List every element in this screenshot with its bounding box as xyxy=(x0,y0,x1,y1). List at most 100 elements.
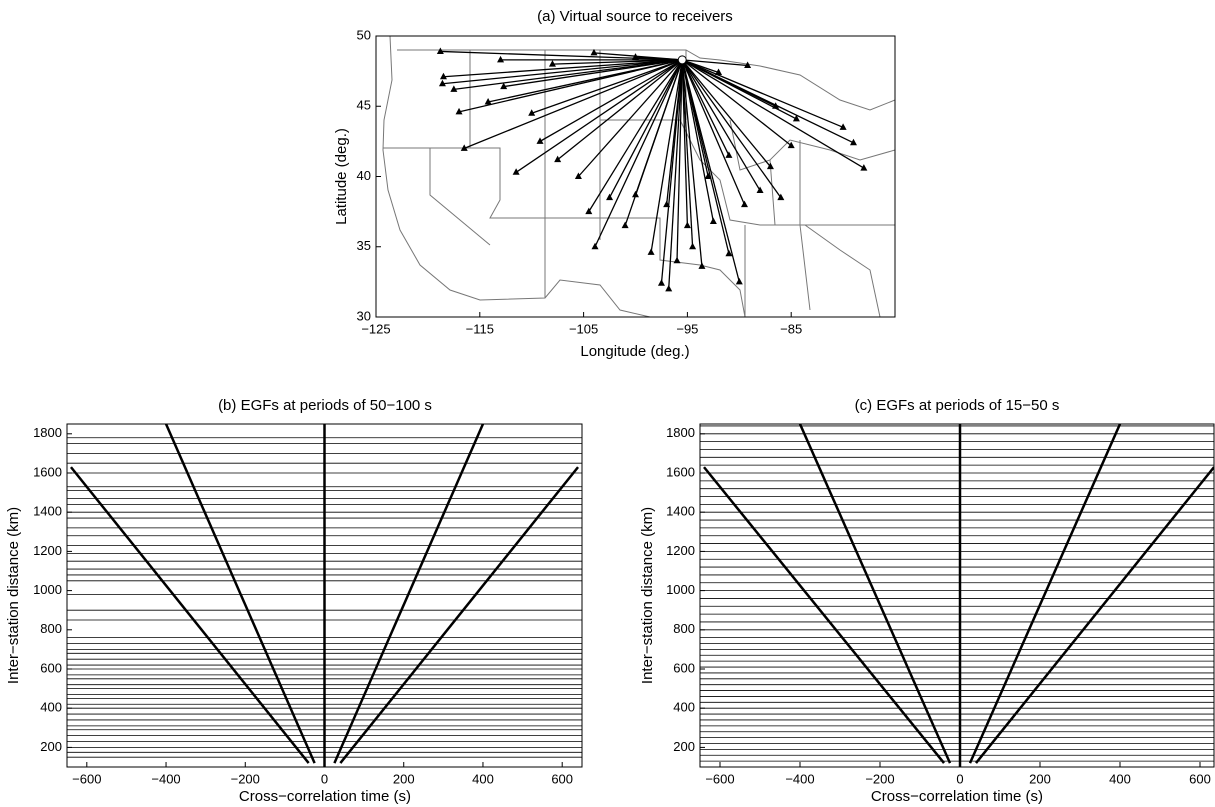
receiver xyxy=(663,200,671,208)
y-tick-label: 400 xyxy=(673,700,695,715)
receiver xyxy=(665,284,673,292)
x-axis-label: Cross−correlation time (s) xyxy=(871,788,1043,805)
y-axis-label: Inter−station distance (km) xyxy=(5,507,22,684)
receiver xyxy=(766,162,774,170)
x-tick-label: −85 xyxy=(780,321,802,336)
receiver xyxy=(438,79,446,87)
receiver xyxy=(735,277,743,285)
receiver xyxy=(450,85,458,92)
receiver xyxy=(606,193,614,201)
ray xyxy=(681,59,761,191)
moveout-line xyxy=(703,466,945,764)
moveout-line xyxy=(339,466,580,764)
x-tick-label: 0 xyxy=(321,771,328,786)
y-tick-label: 600 xyxy=(673,660,695,675)
moveout-line xyxy=(164,424,316,764)
ray xyxy=(539,59,683,142)
y-tick-label: 1800 xyxy=(666,425,695,440)
moveout-line xyxy=(798,424,952,764)
moveout-line xyxy=(69,466,310,764)
receiver xyxy=(725,249,733,257)
y-tick-label: 35 xyxy=(357,238,371,253)
receiver xyxy=(725,151,733,158)
receiver xyxy=(460,144,468,151)
y-tick-label: 1400 xyxy=(666,504,695,519)
y-tick-label: 1400 xyxy=(33,504,62,519)
ray xyxy=(668,59,683,289)
ray xyxy=(681,59,694,247)
ray xyxy=(681,59,730,156)
receiver xyxy=(849,138,857,146)
map-outlines xyxy=(382,36,895,317)
ray xyxy=(453,59,683,91)
panel-title: (a) Virtual source to receivers xyxy=(537,8,733,25)
ray xyxy=(594,59,683,248)
ray xyxy=(681,59,746,205)
receiver xyxy=(632,190,639,198)
plot-frame xyxy=(66,423,583,768)
receiver xyxy=(839,123,847,130)
ray xyxy=(608,59,683,198)
ray xyxy=(681,59,709,177)
receiver xyxy=(484,98,492,105)
x-tick-label: −105 xyxy=(569,321,598,336)
x-axis-label: Longitude (deg.) xyxy=(580,343,689,360)
y-tick-label: 200 xyxy=(40,739,62,754)
virtual-source xyxy=(677,55,687,65)
receiver xyxy=(436,47,444,54)
receiver xyxy=(536,137,544,144)
ray xyxy=(681,59,689,226)
ray xyxy=(531,59,683,114)
y-tick-label: 1200 xyxy=(33,543,62,558)
receiver xyxy=(860,164,868,171)
x-tick-label: −95 xyxy=(676,321,698,336)
receiver xyxy=(787,141,795,149)
ray xyxy=(557,59,683,161)
receiver xyxy=(590,48,598,56)
receiver xyxy=(528,109,536,116)
receiver xyxy=(709,217,717,224)
x-tick-label: 600 xyxy=(551,771,573,786)
ray xyxy=(588,59,683,212)
y-tick-label: 45 xyxy=(357,98,371,113)
receiver xyxy=(554,155,562,163)
x-tick-label: −600 xyxy=(72,771,101,786)
plot-area xyxy=(67,424,582,767)
ray xyxy=(442,59,683,85)
plot-frame xyxy=(699,423,1215,768)
receiver xyxy=(704,172,712,179)
ray xyxy=(681,59,782,198)
ray xyxy=(443,59,683,78)
x-tick-label: 400 xyxy=(472,771,494,786)
y-tick-label: 1000 xyxy=(33,582,62,597)
receiver xyxy=(673,256,681,264)
receiver xyxy=(698,262,706,269)
y-tick-label: 400 xyxy=(40,700,62,715)
y-tick-label: 30 xyxy=(357,308,371,323)
receiver xyxy=(772,102,780,109)
panel-title: (c) EGFs at periods of 15−50 s xyxy=(855,397,1060,414)
ray xyxy=(440,50,683,61)
ray xyxy=(681,59,865,169)
receiver xyxy=(497,55,505,63)
receiver xyxy=(777,193,785,201)
ray xyxy=(681,59,740,283)
x-tick-label: 200 xyxy=(393,771,415,786)
y-tick-label: 1000 xyxy=(666,582,695,597)
receiver xyxy=(621,221,629,229)
x-tick-label: −200 xyxy=(231,771,260,786)
receiver xyxy=(657,279,665,286)
ray xyxy=(681,59,792,147)
ray xyxy=(634,59,683,195)
plot-area xyxy=(700,424,1214,767)
plot-frame xyxy=(375,35,896,318)
receiver xyxy=(548,60,556,67)
x-tick-label: 600 xyxy=(1189,771,1211,786)
y-tick-label: 1600 xyxy=(666,464,695,479)
ray xyxy=(593,52,683,61)
panel-title: (b) EGFs at periods of 50−100 s xyxy=(218,397,432,414)
y-tick-label: 200 xyxy=(673,739,695,754)
ray xyxy=(681,59,854,144)
receiver xyxy=(689,242,697,250)
